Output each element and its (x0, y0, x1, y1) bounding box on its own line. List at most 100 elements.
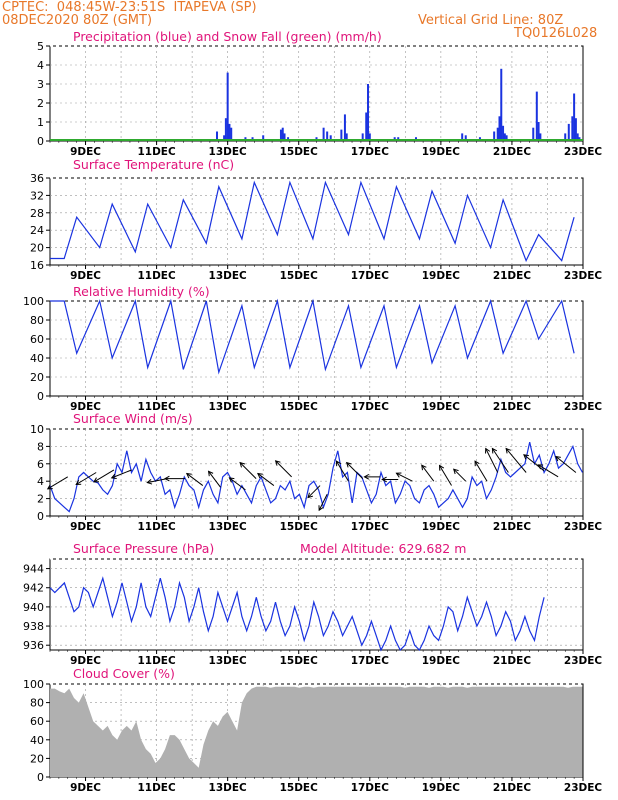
y-tick-label: 24 (30, 224, 44, 237)
precip-bar (496, 127, 499, 141)
precip-bar (564, 133, 567, 141)
x-tick-label: 9DEC (70, 521, 101, 533)
wind-arrow-head (110, 473, 117, 479)
wind-arrow (453, 468, 467, 482)
precip-bar (340, 129, 343, 141)
x-tick-label: 21DEC (493, 146, 532, 158)
wind-arrow (186, 473, 204, 486)
precip-bar (228, 123, 231, 141)
y-tick-label: 60 (30, 715, 44, 728)
wind-arrow (75, 472, 97, 485)
header-location: CPTEC: 048:45W-23:51S ITAPEVA (SP) (2, 0, 257, 15)
x-tick-label: 15DEC (280, 521, 319, 533)
wind-arrow (555, 456, 577, 473)
precip-bar (573, 93, 576, 141)
precip-bar (367, 84, 370, 141)
x-tick-label: 19DEC (422, 521, 461, 533)
panel-title: Precipitation (blue) and Snow Fall (gree… (73, 29, 382, 44)
x-tick-label: 15DEC (280, 401, 319, 413)
wind-arrow-head (395, 472, 402, 478)
y-tick-label: 5 (37, 40, 44, 53)
x-tick-label: 17DEC (351, 655, 390, 667)
wind-arrow-head (274, 460, 281, 466)
wind-arrow (485, 448, 499, 473)
x-tick-label: 17DEC (351, 270, 390, 282)
x-tick-label: 11DEC (137, 270, 176, 282)
x-tick-label: 13DEC (209, 401, 248, 413)
wind-arrow (421, 464, 435, 482)
x-tick-label: 23DEC (564, 782, 603, 794)
precip-bar (281, 127, 284, 141)
y-tick-label: 0 (37, 510, 44, 523)
y-tick-label: 80 (30, 314, 44, 327)
panel-title: Surface Temperature (nC) (73, 157, 234, 172)
y-tick-label: 20 (30, 752, 44, 765)
x-tick-label: 23DEC (564, 270, 603, 282)
wind-arrow-head (537, 464, 544, 470)
y-tick-label: 0 (37, 771, 44, 784)
wind-arrow-head (146, 478, 153, 485)
precip-bar (500, 68, 503, 141)
wind-arrow (396, 472, 413, 482)
precip-bar (230, 127, 233, 141)
wind-arrow (47, 476, 69, 490)
wind-arrow-head (474, 460, 480, 467)
x-tick-label: 23DEC (564, 146, 603, 158)
precip-bar (224, 118, 227, 141)
wind-arrow (239, 462, 257, 479)
wind-arrow-head (363, 474, 370, 480)
y-tick-label: 20 (30, 371, 44, 384)
wind-arrow (336, 460, 349, 482)
x-tick-label: 11DEC (137, 655, 176, 667)
wind-arrow-head (228, 477, 235, 483)
x-tick-label: 11DEC (137, 782, 176, 794)
wind-arrow (208, 470, 221, 488)
precip-bar (368, 133, 371, 141)
y-tick-label: 4 (37, 475, 44, 488)
x-tick-label: 23DEC (564, 401, 603, 413)
y-tick-label: 100 (23, 678, 44, 691)
header-model-id: TQ0126L028 (514, 26, 598, 41)
x-tick-label: 19DEC (422, 270, 461, 282)
series-line (50, 298, 575, 375)
wind-arrow (111, 469, 132, 479)
precip-bar (503, 133, 506, 141)
wind-arrow (229, 477, 246, 491)
wind-arrow (491, 448, 509, 473)
x-tick-label: 21DEC (493, 270, 532, 282)
series-line (49, 576, 545, 652)
wind-arrow (346, 462, 364, 479)
wind-arrow-head (345, 461, 352, 468)
x-tick-label: 9DEC (70, 146, 101, 158)
x-tick-label: 17DEC (351, 782, 390, 794)
wind-arrow (537, 464, 559, 478)
y-tick-label: 28 (30, 207, 44, 220)
y-tick-label: 40 (30, 734, 44, 747)
wind-arrow-head (421, 464, 427, 471)
y-tick-label: 1 (37, 116, 44, 129)
precip-bar (493, 131, 496, 141)
x-tick-label: 9DEC (70, 655, 101, 667)
wind-arrow-head (555, 455, 561, 462)
x-tick-label: 11DEC (137, 146, 176, 158)
precip-bar (279, 129, 282, 141)
wind-arrow-head (239, 461, 246, 468)
cloud-cover-area (50, 686, 583, 777)
x-tick-label: 19DEC (422, 401, 461, 413)
wind-arrow-head (523, 454, 529, 460)
wind-arrow-head (185, 472, 192, 479)
wind-arrow-head (46, 484, 53, 490)
x-tick-label: 13DEC (209, 782, 248, 794)
x-tick-label: 9DEC (70, 782, 101, 794)
y-tick-label: 6 (37, 458, 44, 471)
wind-arrow (307, 485, 321, 498)
precip-bar (326, 131, 329, 141)
wind-arrow (147, 478, 168, 484)
panel-title: Relative Humidity (%) (73, 284, 210, 299)
wind-arrow (275, 460, 292, 478)
wind-arrow-head (163, 475, 170, 482)
precip-bar (361, 133, 364, 141)
x-tick-label: 21DEC (493, 782, 532, 794)
y-tick-label: 940 (23, 601, 44, 614)
